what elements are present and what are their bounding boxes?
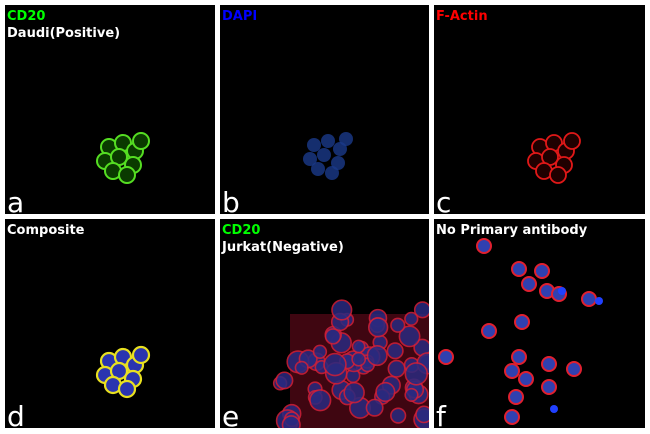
micrograph-image [527, 132, 581, 184]
cell [541, 379, 557, 395]
cell [518, 371, 534, 387]
cell [398, 325, 421, 348]
cell [415, 405, 429, 424]
cell [508, 389, 524, 405]
cell [275, 371, 294, 390]
cell [550, 405, 558, 413]
cell [117, 379, 137, 399]
cell [351, 339, 366, 354]
panel-letter: f [436, 400, 446, 429]
cell [541, 356, 557, 372]
cell [132, 132, 150, 150]
cell [351, 351, 367, 367]
cell [511, 261, 527, 277]
cell [511, 349, 527, 365]
cell [413, 301, 429, 319]
cell [321, 134, 335, 148]
micrograph-image [438, 238, 603, 425]
panel-letter: e [222, 400, 240, 429]
cell [521, 276, 537, 292]
cell-line-label: Daudi(Positive) [7, 26, 121, 41]
cell [303, 152, 317, 166]
cell [534, 263, 550, 279]
cell [481, 323, 497, 339]
cell [312, 344, 328, 359]
micrograph-image [95, 345, 151, 399]
cell [324, 328, 342, 345]
stain-label: No Primary antibody [436, 223, 588, 238]
cell [311, 162, 325, 176]
panel-letter: d [7, 400, 25, 429]
cell [307, 138, 321, 152]
cell [366, 345, 388, 367]
cell [595, 297, 603, 305]
cell [323, 352, 347, 377]
cell [343, 381, 365, 404]
cell [476, 238, 492, 254]
panel-b-dapi: DAPI b [220, 5, 429, 214]
cell [375, 381, 396, 403]
micrograph-image [272, 299, 429, 428]
micrograph-image [303, 132, 353, 180]
cell [549, 166, 567, 184]
cell [386, 342, 404, 360]
cell [118, 166, 136, 184]
stain-label: CD20 [7, 9, 46, 24]
cell [390, 407, 407, 424]
panel-c-f-actin: F-Actin c [434, 5, 645, 214]
panel-letter: b [222, 186, 240, 215]
cell [404, 362, 429, 386]
cell [309, 389, 332, 412]
cell [317, 148, 331, 162]
cell [566, 361, 582, 377]
cell [404, 311, 419, 327]
cell [331, 299, 353, 321]
stain-label: CD20 [222, 223, 261, 238]
stain-label: F-Actin [436, 9, 488, 24]
micrograph-image [96, 132, 150, 184]
panel-f-no-primary: No Primary antibody f [434, 219, 645, 428]
cell [294, 360, 309, 375]
cell [504, 409, 520, 425]
cell [514, 314, 530, 330]
cell-line-label: Jurkat(Negative) [222, 240, 344, 255]
cell [438, 349, 454, 365]
panel-a-cd20-daudi: CD20 Daudi(Positive) a [5, 5, 215, 214]
cell [390, 317, 406, 333]
cell [367, 317, 389, 338]
cell [325, 166, 339, 180]
cell [387, 359, 406, 378]
cell [563, 132, 581, 150]
panel-d-composite: Composite d [5, 219, 215, 428]
cell [504, 363, 520, 379]
cell [404, 387, 419, 402]
cell [365, 398, 384, 417]
panel-letter: c [436, 186, 452, 215]
stain-label: DAPI [222, 9, 258, 24]
cell [131, 345, 151, 365]
stain-label: Composite [7, 223, 85, 238]
cell [281, 415, 301, 428]
cell [581, 291, 597, 307]
cell [558, 287, 566, 295]
panel-letter: a [7, 186, 25, 215]
panel-e-cd20-jurkat: CD20 Jurkat(Negative) e [220, 219, 429, 428]
cell [339, 132, 353, 146]
